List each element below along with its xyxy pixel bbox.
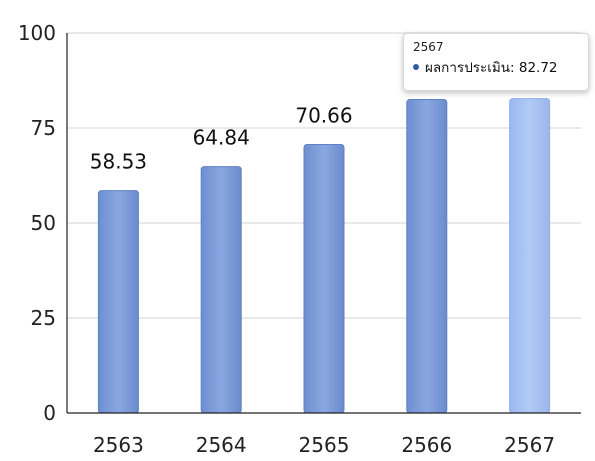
- y-tick-label: 25: [31, 306, 56, 330]
- data-label-2565: 70.66: [295, 103, 352, 127]
- chart-tooltip: 2567 ผลการประเมิน: 82.72: [403, 33, 589, 91]
- bar-2567[interactable]: [509, 98, 551, 414]
- x-tick-label-2563: 2563: [93, 433, 144, 457]
- tooltip-series-name: ผลการประเมิน: [425, 60, 511, 76]
- x-tick-label-2566: 2566: [401, 433, 452, 457]
- data-label-2564: 64.84: [193, 126, 250, 150]
- tooltip-title: 2567: [413, 40, 444, 54]
- bars: [97, 98, 551, 414]
- y-tick-label: 50: [31, 211, 56, 235]
- bar-2563[interactable]: [97, 190, 139, 414]
- y-tick-label: 0: [43, 401, 56, 425]
- tooltip-value: 82.72: [518, 60, 558, 76]
- bar-2566[interactable]: [406, 99, 448, 414]
- x-tick-label-2565: 2565: [299, 433, 350, 457]
- x-tick-label-2564: 2564: [196, 433, 247, 457]
- bar-2565[interactable]: [303, 143, 345, 414]
- bar-2564[interactable]: [200, 166, 242, 414]
- tooltip-row: ผลการประเมิน: 82.72: [413, 59, 579, 77]
- y-tick-label: 75: [31, 116, 56, 140]
- series-dot-icon: [413, 64, 419, 70]
- y-tick-label: 100: [18, 21, 56, 45]
- y-axis-ticks: 0 25 50 75 100: [18, 21, 56, 425]
- x-axis-ticks: 2563 2564 2565 2566 2567: [93, 433, 555, 457]
- data-label-2563: 58.53: [90, 150, 147, 174]
- x-tick-label-2567: 2567: [504, 433, 555, 457]
